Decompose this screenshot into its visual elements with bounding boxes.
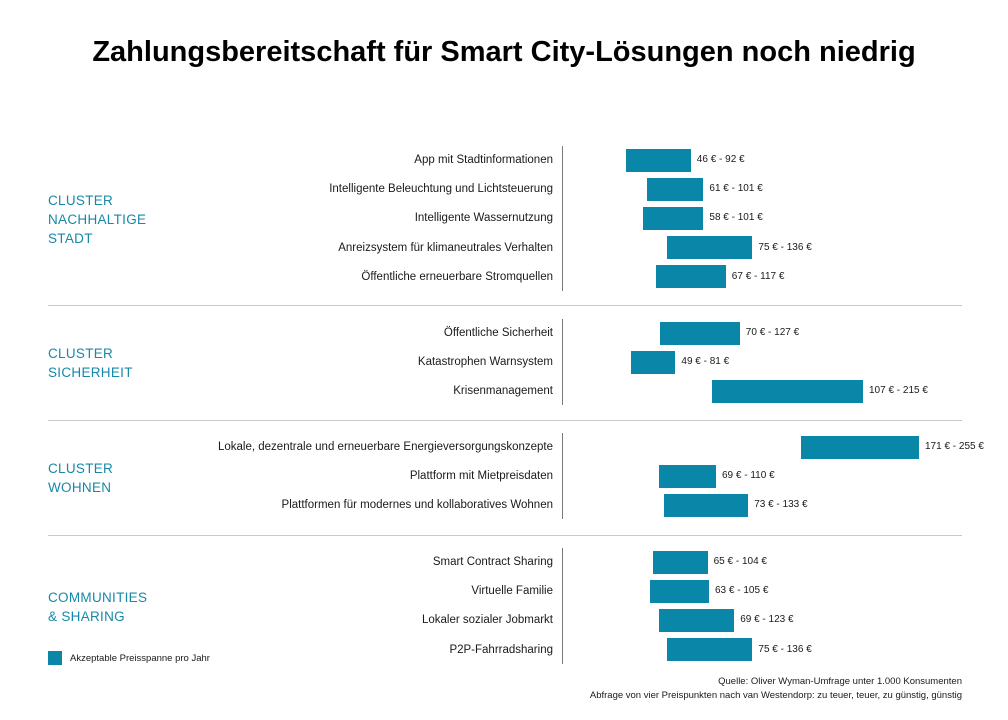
range-data-label: 73 € - 133 € <box>754 499 808 511</box>
price-range-bar <box>626 148 691 172</box>
range-data-label: 107 € - 215 € <box>869 385 928 397</box>
category-label: Plattformen für modernes und kollaborati… <box>281 499 553 512</box>
legend: Akzeptable Preisspanne pro Jahr <box>48 651 210 665</box>
price-range-bar <box>643 206 704 230</box>
source-note: Quelle: Oliver Wyman-Umfrage unter 1.000… <box>718 676 962 687</box>
group-separator <box>48 305 962 306</box>
method-note: Abfrage von vier Preispunkten nach van W… <box>589 690 962 701</box>
category-label: Anreizsystem für klimaneutrales Verhalte… <box>338 241 553 254</box>
group-axis-line <box>562 548 563 664</box>
legend-label: Akzeptable Preisspanne pro Jahr <box>70 652 210 664</box>
range-data-label: 58 € - 101 € <box>709 212 763 224</box>
price-range-bar <box>655 265 726 289</box>
price-range-bar <box>664 493 749 517</box>
range-data-label: 69 € - 123 € <box>740 614 794 626</box>
category-label: Smart Contract Sharing <box>432 556 553 568</box>
group-axis-line <box>562 319 563 406</box>
cluster-label: CLUSTER NACHHALTIGE STADT <box>48 193 147 246</box>
price-range-bar <box>660 321 740 345</box>
category-label: Lokale, dezentrale und erneuerbare Energ… <box>217 441 553 453</box>
chart-title: Zahlungsbereitschaft für Smart City-Lösu… <box>92 36 916 68</box>
category-label: Virtuelle Familie <box>471 585 553 598</box>
legend-swatch <box>48 651 62 665</box>
category-label: Plattform mit Mietpreisdaten <box>409 470 553 483</box>
category-label: Katastrophen Warnsystem <box>417 356 553 369</box>
group-axis-line <box>562 146 563 291</box>
category-label: P2P-Fahrradsharing <box>449 643 553 656</box>
price-range-bar <box>658 464 716 488</box>
range-data-label: 65 € - 104 € <box>713 556 767 567</box>
price-range-bar <box>650 579 709 603</box>
range-data-label: 171 € - 255 € <box>925 441 984 452</box>
price-range-bar <box>647 177 704 201</box>
price-range-bar <box>658 608 735 632</box>
range-data-label: 70 € - 127 € <box>745 327 800 338</box>
price-range-bar <box>711 379 863 403</box>
category-label: Öffentliche Sicherheit <box>443 327 553 339</box>
range-data-label: 75 € - 136 € <box>758 643 812 655</box>
category-label: Lokaler sozialer Jobmarkt <box>421 614 553 627</box>
range-data-label: 49 € - 81 € <box>681 356 730 368</box>
price-range-bar <box>667 638 753 662</box>
cluster-label: COMMUNITIES & SHARING <box>48 590 148 624</box>
price-range-bar <box>667 236 753 260</box>
category-label: App mit Stadtinformationen <box>414 154 553 166</box>
range-data-label: 46 € - 92 € <box>696 154 745 165</box>
group-separator <box>48 535 962 536</box>
group-separator <box>48 420 962 421</box>
range-data-label: 75 € - 136 € <box>758 241 812 253</box>
group-axis-line <box>562 433 563 520</box>
price-range-bar <box>630 350 676 374</box>
category-label: Öffentliche erneuerbare Stromquellen <box>361 270 553 283</box>
category-label: Krisenmanagement <box>453 385 553 398</box>
range-data-label: 63 € - 105 € <box>715 585 769 597</box>
range-data-label: 61 € - 101 € <box>709 183 763 195</box>
category-label: Intelligente Wassernutzung <box>414 212 553 225</box>
category-label: Intelligente Beleuchtung und Lichtsteuer… <box>329 183 553 196</box>
cluster-label: CLUSTER WOHNEN <box>48 461 114 495</box>
price-range-bar <box>801 435 919 459</box>
range-data-label: 69 € - 110 € <box>722 470 775 482</box>
cluster-label: CLUSTER SICHERHEIT <box>48 346 133 380</box>
range-data-label: 67 € - 117 € <box>731 270 785 282</box>
price-range-bar <box>653 550 708 574</box>
